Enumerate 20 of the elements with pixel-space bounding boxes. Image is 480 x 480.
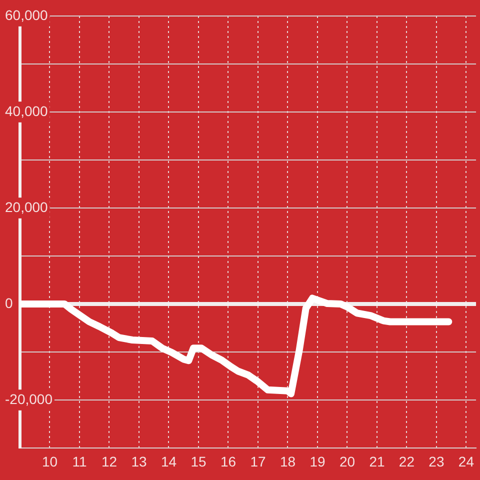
x-tick-label: 19 <box>310 453 326 470</box>
x-tick-label: 12 <box>101 453 118 470</box>
x-tick-label: 14 <box>160 453 177 470</box>
y-tick-label: -20,000 <box>5 390 53 407</box>
x-tick-label: 23 <box>428 453 444 470</box>
y-tick-label: 20,000 <box>5 198 48 215</box>
x-tick-label: 10 <box>42 453 58 470</box>
y-tick-label: 40,000 <box>5 102 48 119</box>
x-tick-label: 24 <box>458 453 474 470</box>
x-tick-label: 13 <box>131 453 147 470</box>
x-tick-label: 22 <box>398 453 415 470</box>
x-tick-label: 15 <box>190 453 206 470</box>
x-tick-label: 18 <box>280 453 296 470</box>
x-tick-label: 11 <box>72 453 87 470</box>
y-tick-label: 0 <box>5 294 13 311</box>
x-tick-label: 17 <box>250 453 266 470</box>
y-tick-label: 60,000 <box>5 6 48 23</box>
x-tick-label: 20 <box>339 453 356 470</box>
x-tick-label: 21 <box>369 453 385 470</box>
x-tick-label: 16 <box>220 453 236 470</box>
